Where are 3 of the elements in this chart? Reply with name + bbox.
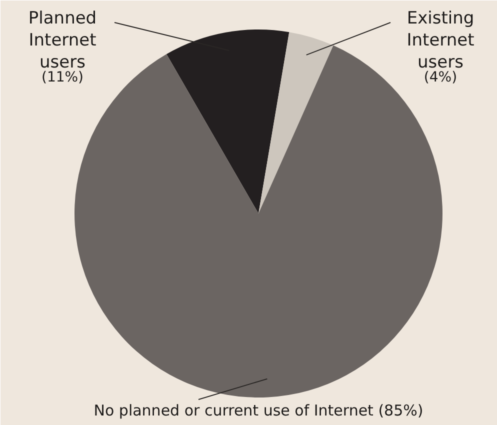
data-label: (11%) xyxy=(41,70,84,86)
data-label: (4%) xyxy=(424,70,458,86)
slice-label: No planned or current use of Internet (85%) xyxy=(94,402,424,420)
